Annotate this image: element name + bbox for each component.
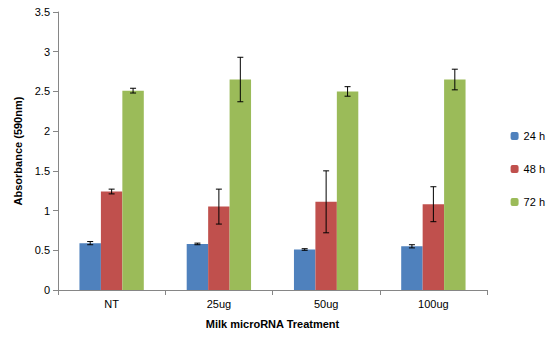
svg-text:48 h: 48 h xyxy=(524,163,545,175)
svg-text:2.5: 2.5 xyxy=(35,85,50,97)
svg-text:2: 2 xyxy=(44,125,50,137)
svg-text:Absorbance (590nm): Absorbance (590nm) xyxy=(12,96,24,205)
svg-text:1.5: 1.5 xyxy=(35,165,50,177)
svg-text:1: 1 xyxy=(44,205,50,217)
svg-text:24 h: 24 h xyxy=(524,130,545,142)
svg-text:3: 3 xyxy=(44,46,50,58)
svg-text:72 h: 72 h xyxy=(524,196,545,208)
svg-text:Milk microRNA Treatment: Milk microRNA Treatment xyxy=(206,318,340,330)
svg-text:25ug: 25ug xyxy=(207,298,231,310)
svg-text:50ug: 50ug xyxy=(314,298,338,310)
svg-text:100ug: 100ug xyxy=(418,298,449,310)
svg-text:0.5: 0.5 xyxy=(35,244,50,256)
svg-text:0: 0 xyxy=(44,284,50,296)
svg-text:3.5: 3.5 xyxy=(35,6,50,18)
svg-text:NT: NT xyxy=(104,298,119,310)
